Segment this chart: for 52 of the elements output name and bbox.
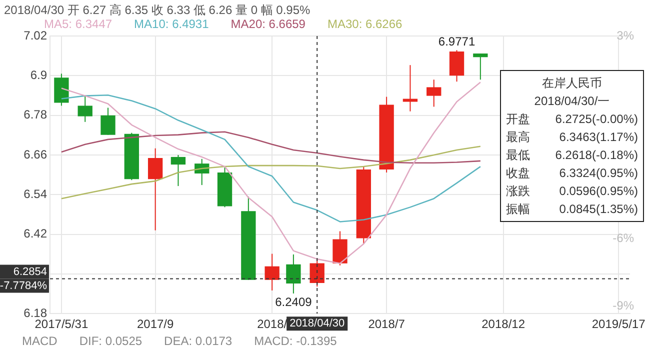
y-tick-label: 6.66 [24, 147, 48, 162]
y-tick-label: 7.02 [24, 28, 48, 42]
x-tick-label: 2018/12 [482, 317, 526, 332]
y2-tick-label: -9% [612, 298, 634, 312]
text: DEA: 0.0173 [164, 334, 232, 348]
x-tick-label: 2018/7 [368, 317, 406, 332]
annotation: 6.2725(-0.00%) [555, 111, 638, 128]
annotation: 2018/04/30/一 [533, 93, 611, 110]
annotation: 涨跌 [506, 183, 530, 200]
text: MA30: 6.6266 [327, 17, 402, 31]
y-tick-label: 6.18 [24, 306, 48, 320]
annotation: 振幅 [506, 201, 530, 218]
text: MA20: 6.6659 [230, 17, 306, 31]
chart-title: 2018/04/30 开 6.27 高 6.35 收 6.33 低 6.26 量 0 幅 0.95% [4, 2, 310, 19]
annotation: 0.0845(1.35%) [559, 201, 638, 218]
annotation: 开盘 [506, 111, 530, 128]
annotation: 6.3324(0.95%) [559, 165, 638, 182]
y-tick-label: 6.78 [24, 108, 48, 122]
annotation: 6.9771 [438, 34, 476, 48]
text: -7.7784% [0, 280, 48, 292]
text: MACD: -0.1395 [254, 334, 337, 348]
y2-tick-label: -6% [612, 230, 634, 245]
annotation: 收盘 [506, 165, 530, 182]
ref-line-label: 6.2854 [13, 266, 47, 278]
candlestick [148, 148, 163, 231]
text: MA10: 6.4931 [134, 17, 209, 31]
candlestick [100, 107, 116, 136]
annotation: 0.0596(0.95%) [559, 183, 638, 200]
annotation: 最高 [506, 129, 530, 146]
x-tick-label: 2017/9 [136, 317, 174, 332]
annotation: 6.2618(-0.18%) [555, 147, 638, 164]
text: MA5: 6.3447 [44, 17, 112, 31]
candlestick [402, 64, 418, 112]
candlestick [264, 253, 280, 291]
candlestick [78, 94, 92, 122]
y-tick-label: 6.42 [24, 226, 48, 241]
candlestick [473, 53, 488, 80]
annotation: 6.3463(1.17%) [559, 129, 638, 146]
annotation: 最低 [506, 147, 530, 164]
text: MACD [22, 334, 58, 348]
candlestick [426, 79, 442, 108]
x-tick-label: 2017/5/31 [34, 317, 88, 332]
annotation: 6.2409 [275, 294, 312, 309]
text: DIF: 0.0525 [79, 334, 142, 348]
x-tick-label: 2019/5/17 [592, 317, 646, 332]
candlestick [286, 254, 301, 294]
y-tick-label: 6.54 [24, 186, 48, 201]
annotation: 在岸人民币 [541, 75, 603, 92]
ref-line-label: 2018/04/30 [290, 318, 345, 330]
y-tick-label: 6.9 [30, 68, 48, 82]
candlestick [170, 154, 186, 187]
y2-tick-label: 3% [616, 28, 634, 42]
